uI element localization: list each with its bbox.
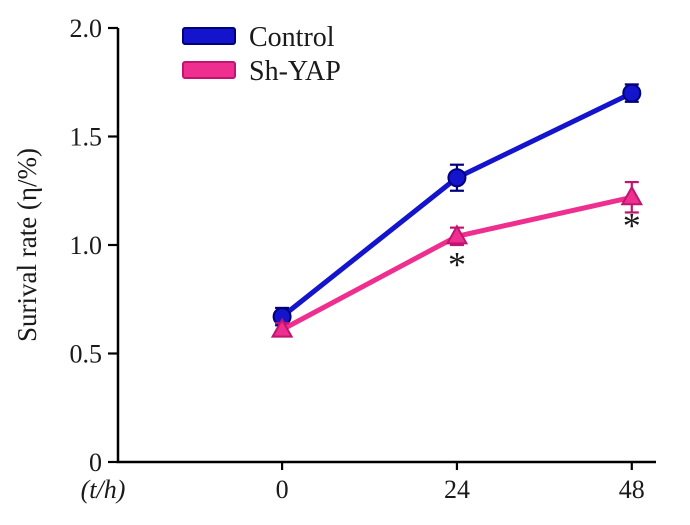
y-axis-tick-label: 0.5 — [70, 340, 103, 369]
marker-circle — [447, 168, 467, 188]
axes — [116, 28, 656, 464]
x-axis-tick-label: 0 — [276, 475, 289, 504]
y-axis-tick-label: 1.5 — [70, 123, 103, 152]
y-axis-tick-label: 2.0 — [70, 14, 103, 43]
x-axis-tick-label: 48 — [619, 475, 645, 504]
legend-swatch-control — [182, 27, 236, 45]
significance-asterisk: * — [448, 244, 466, 284]
marker-triangle — [620, 185, 643, 206]
legend-swatch-sh-yap — [182, 61, 236, 79]
significance-asterisk: * — [623, 205, 641, 245]
marker-triangle — [445, 224, 469, 245]
y-axis-tick-label: 0 — [89, 448, 102, 477]
marker-circle — [622, 83, 642, 103]
y-axis-tick-label: 1.0 — [70, 231, 103, 260]
legend-label-sh-yap: Sh-YAP — [249, 56, 341, 87]
marker-triangle — [270, 317, 294, 338]
x-axis-label: (t/h) — [81, 475, 126, 504]
legend-label-control: Control — [249, 22, 335, 53]
y-axis-label: Surival rate (η/%) — [12, 148, 42, 342]
x-axis-tick-label: 24 — [444, 475, 470, 504]
